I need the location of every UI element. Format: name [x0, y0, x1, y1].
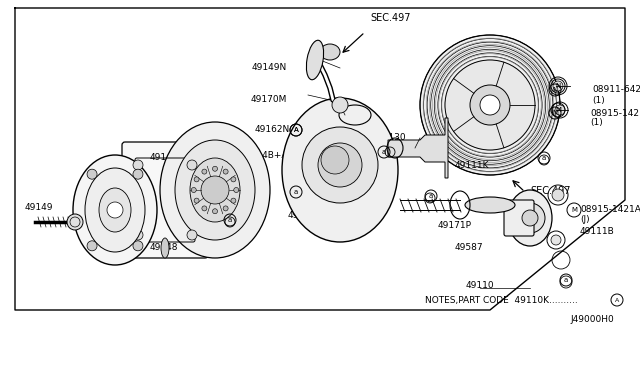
Circle shape — [321, 146, 349, 174]
Text: a: a — [564, 277, 568, 283]
Circle shape — [191, 187, 196, 192]
Circle shape — [107, 202, 123, 218]
Text: 49587: 49587 — [455, 244, 484, 253]
Circle shape — [234, 187, 239, 192]
Text: A: A — [294, 127, 298, 133]
Circle shape — [67, 214, 83, 230]
Circle shape — [223, 169, 228, 174]
Text: M: M — [552, 110, 558, 116]
Text: (J): (J) — [580, 215, 589, 224]
Circle shape — [133, 169, 143, 179]
Text: 08911-6421A: 08911-6421A — [592, 86, 640, 94]
Text: NOTES,PART CODE  49110K..........: NOTES,PART CODE 49110K.......... — [425, 295, 578, 305]
Circle shape — [515, 203, 545, 233]
Circle shape — [202, 206, 207, 211]
Text: 49162M: 49162M — [305, 180, 341, 189]
Ellipse shape — [320, 44, 340, 60]
Text: 4914B+A: 4914B+A — [290, 196, 333, 205]
Text: 49171P: 49171P — [438, 221, 472, 230]
Text: 49110: 49110 — [466, 280, 494, 289]
Text: A: A — [294, 127, 298, 133]
Circle shape — [480, 95, 500, 115]
Text: a: a — [228, 217, 232, 223]
Circle shape — [212, 166, 218, 171]
Ellipse shape — [190, 158, 240, 222]
Circle shape — [133, 230, 143, 240]
Text: a: a — [294, 189, 298, 195]
Text: 49130: 49130 — [378, 134, 406, 142]
Text: a: a — [382, 149, 386, 155]
Text: M: M — [571, 207, 577, 213]
Circle shape — [470, 85, 510, 125]
Text: 4914B+A: 4914B+A — [246, 151, 288, 160]
Text: a: a — [542, 155, 546, 161]
FancyBboxPatch shape — [504, 200, 534, 236]
Text: 49162N: 49162N — [255, 125, 290, 135]
Circle shape — [133, 241, 143, 251]
Circle shape — [194, 177, 199, 182]
Text: 49111B: 49111B — [580, 228, 615, 237]
Polygon shape — [388, 118, 448, 178]
Circle shape — [522, 210, 538, 226]
Text: A: A — [615, 298, 619, 302]
Circle shape — [194, 198, 199, 203]
Circle shape — [223, 206, 228, 211]
Circle shape — [551, 235, 561, 245]
Text: 49144: 49144 — [290, 135, 318, 144]
Circle shape — [187, 230, 197, 240]
Text: SEC.497: SEC.497 — [370, 13, 410, 23]
Text: 49160M: 49160M — [288, 211, 324, 219]
Circle shape — [445, 60, 535, 150]
Circle shape — [332, 97, 348, 113]
Ellipse shape — [175, 140, 255, 240]
Circle shape — [553, 81, 563, 91]
Text: 49111K: 49111K — [455, 160, 490, 170]
Circle shape — [201, 176, 229, 204]
Text: 49116: 49116 — [92, 190, 120, 199]
Ellipse shape — [73, 155, 157, 265]
Ellipse shape — [508, 190, 552, 246]
Circle shape — [133, 160, 143, 170]
Ellipse shape — [282, 98, 398, 242]
Text: J49000H0: J49000H0 — [570, 315, 614, 324]
Ellipse shape — [161, 238, 169, 258]
Circle shape — [302, 127, 378, 203]
Text: (1): (1) — [590, 119, 603, 128]
Ellipse shape — [99, 188, 131, 232]
Ellipse shape — [307, 40, 324, 80]
FancyBboxPatch shape — [122, 142, 208, 258]
Text: a: a — [429, 193, 433, 199]
Circle shape — [420, 35, 560, 175]
Circle shape — [231, 177, 236, 182]
Circle shape — [318, 143, 362, 187]
Circle shape — [87, 169, 97, 179]
Text: (1): (1) — [592, 96, 605, 105]
Text: 49140: 49140 — [200, 151, 228, 160]
Text: 08915-1421A: 08915-1421A — [590, 109, 640, 118]
Ellipse shape — [465, 197, 515, 213]
Text: 49149N: 49149N — [252, 64, 287, 73]
Circle shape — [231, 198, 236, 203]
Text: 49170M: 49170M — [251, 96, 287, 105]
Text: SEC.497: SEC.497 — [530, 186, 570, 196]
Text: 49148: 49148 — [150, 154, 178, 163]
Circle shape — [202, 169, 207, 174]
Ellipse shape — [85, 168, 145, 252]
Text: M: M — [555, 107, 561, 113]
Text: N: N — [556, 83, 561, 89]
Circle shape — [212, 209, 218, 214]
Text: 49148: 49148 — [150, 244, 179, 253]
Circle shape — [187, 160, 197, 170]
Text: 08915-1421A: 08915-1421A — [580, 205, 640, 215]
Text: N: N — [552, 87, 557, 93]
Text: 49149: 49149 — [25, 203, 54, 212]
Circle shape — [552, 189, 564, 201]
Circle shape — [555, 105, 565, 115]
Circle shape — [87, 241, 97, 251]
Ellipse shape — [160, 122, 270, 258]
